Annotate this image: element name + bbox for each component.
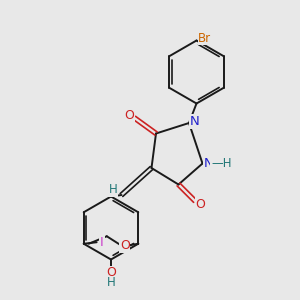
Text: Br: Br — [198, 32, 212, 45]
Text: O: O — [120, 239, 130, 252]
Text: H: H — [106, 276, 116, 290]
Text: O: O — [106, 266, 116, 280]
Text: O: O — [196, 197, 205, 211]
Text: N: N — [204, 157, 214, 170]
Text: I: I — [100, 236, 104, 249]
Text: O: O — [124, 109, 134, 122]
Text: N: N — [190, 115, 199, 128]
Text: H: H — [109, 183, 118, 196]
Text: —H: —H — [211, 157, 232, 170]
